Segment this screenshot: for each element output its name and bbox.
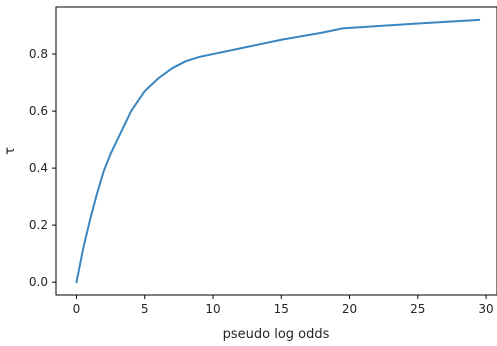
x-tick-label: 30 [478,302,493,316]
x-tick-label: 25 [410,302,425,316]
x-tick-label: 0 [73,302,81,316]
y-tick-label: 0.8 [29,47,48,61]
x-tick-label: 5 [141,302,149,316]
y-tick-label: 0.0 [29,275,48,289]
y-axis-ticks: 0.0 0.2 0.4 0.6 0.8 [29,47,56,289]
series-line [75,18,481,284]
plot-area [55,6,497,296]
x-tick-label: 15 [274,302,289,316]
x-axis-label: pseudo log odds [223,327,330,342]
y-tick-label: 0.4 [29,161,48,175]
x-tick-label: 20 [342,302,357,316]
x-axis-ticks: 0 5 10 15 20 25 30 [73,295,494,316]
y-axis-label: τ [3,147,18,155]
x-tick-label: 10 [205,302,220,316]
y-tick-label: 0.6 [29,104,48,118]
y-tick-label: 0.2 [29,218,48,232]
